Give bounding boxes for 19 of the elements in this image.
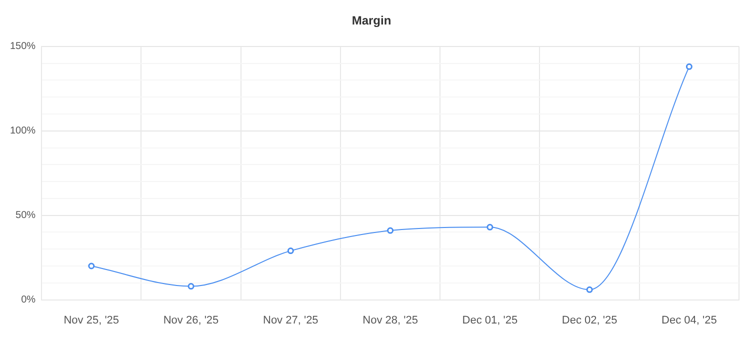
x-tick-label: Dec 02, '25 [562, 314, 618, 326]
point [287, 248, 294, 254]
point [188, 283, 194, 290]
y-tick-label: 100% [10, 126, 36, 137]
y-tick-label: 150% [10, 41, 36, 52]
y-tick-label: 50% [16, 210, 36, 222]
x-tick-label: Nov 27, '25 [263, 314, 318, 326]
point [387, 227, 394, 234]
y-tick-label: 0% [21, 294, 36, 306]
x-tick-label: Dec 04, '25 [662, 314, 717, 326]
point [586, 286, 593, 293]
point [486, 224, 494, 230]
point [686, 63, 692, 70]
x-tick-label: Nov 28, '25 [362, 314, 418, 326]
chart-title: Margin [352, 14, 392, 28]
x-tick-label: Nov 25, '25 [64, 314, 120, 326]
x-tick-label: Nov 26, '25 [163, 314, 219, 326]
x-tick-label: Dec 01, '25 [462, 314, 518, 326]
point [88, 262, 95, 270]
